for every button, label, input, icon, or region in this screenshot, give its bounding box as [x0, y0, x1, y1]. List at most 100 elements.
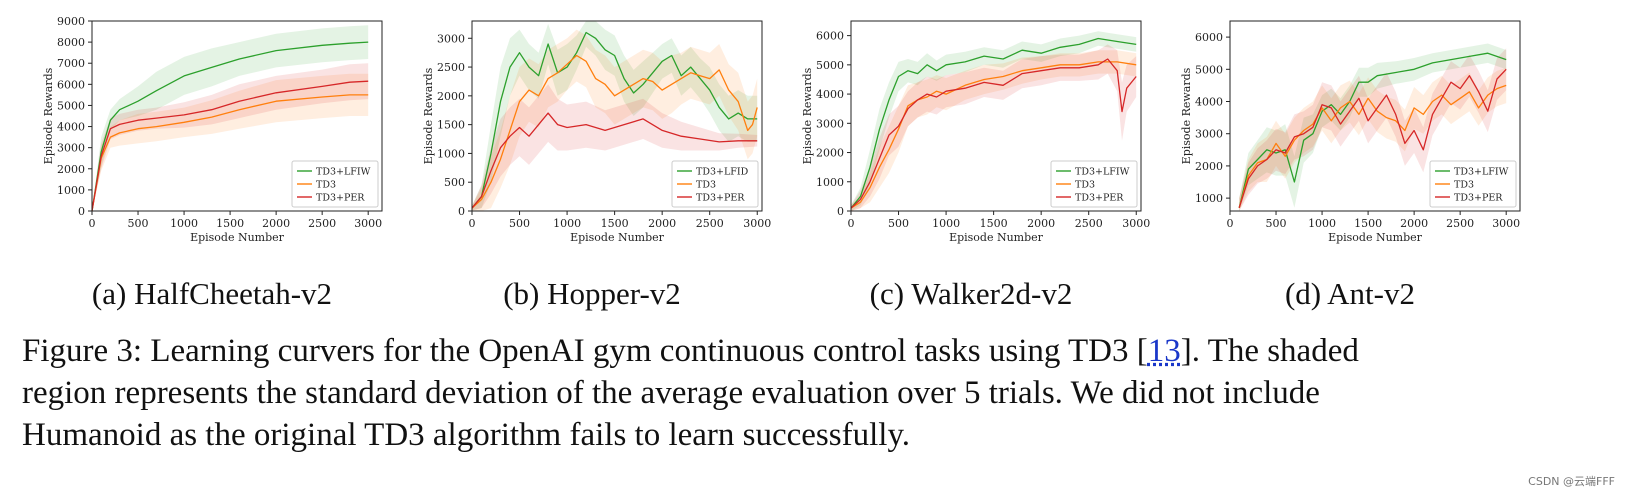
series-line-2	[471, 112, 758, 209]
y-tick-label: 2000	[57, 163, 85, 176]
chart-svg-ant: 0 500 1000 1500 2000 2500 3000 1000 2000 3000 4000…	[1180, 20, 1521, 244]
caption-line-1-pre: Figure 3: Learning curvers for the OpenA…	[22, 333, 1148, 369]
x-tick-label: 2000	[648, 217, 676, 230]
x-tick-label: 2500	[1075, 217, 1103, 230]
figure-caption: Figure 3: Learning curvers for the OpenA…	[22, 330, 1622, 456]
x-tick-label: 500	[509, 217, 530, 230]
std-band-2	[1239, 48, 1507, 212]
x-tick-label: 500	[128, 217, 149, 230]
x-tick-label: 1000	[553, 217, 581, 230]
y-tick-label: 9000	[57, 15, 85, 28]
x-tick-label: 1000	[1308, 217, 1336, 230]
chart-panel-walker2d: 0 500 1000 1500 2000 2500 3000 0 1000 2000 3000 400…	[771, 6, 1171, 316]
legend-box	[671, 160, 759, 208]
legend-label: TD3+PER	[316, 193, 365, 204]
x-tick-label: 3000	[354, 217, 382, 230]
caption-line-1: Figure 3: Learning curvers for the OpenA…	[22, 330, 1622, 372]
caption-line-1-post: ]. The shaded	[1180, 333, 1359, 369]
legend-label: TD3	[1075, 180, 1095, 191]
series-line-2	[91, 80, 369, 212]
x-tick-label: 0	[89, 217, 96, 230]
series-line-1	[850, 61, 1137, 209]
x-axis-label: Episode Number	[570, 231, 665, 244]
x-tick-label: 1000	[170, 217, 198, 230]
y-tick-label: 1000	[57, 184, 85, 197]
y-tick-label: 8000	[57, 36, 85, 49]
y-tick-label: 3000	[816, 117, 844, 130]
y-tick-label: 6000	[57, 78, 85, 91]
std-band-0	[1239, 43, 1507, 211]
x-tick-label: 500	[1266, 217, 1287, 230]
chart-svg-halfcheetah: 0 500 1000 1500 2000 2500 3000 0 1000 2000 3000 400…	[42, 15, 383, 244]
x-tick-label: 0	[848, 217, 855, 230]
y-axis-label: Episode Rewards	[42, 67, 55, 164]
x-tick-label: 1500	[216, 217, 244, 230]
x-tick-label: 1500	[601, 217, 629, 230]
std-band-2	[92, 63, 369, 212]
y-tick-label: 3000	[1195, 128, 1223, 141]
subcaption-hopper: (b) Hopper-v2	[503, 276, 681, 311]
x-tick-label: 1000	[932, 217, 960, 230]
std-band-1	[472, 29, 758, 211]
y-axis-label: Episode Rewards	[801, 67, 814, 164]
y-tick-label: 3000	[57, 142, 85, 155]
y-tick-label: 2000	[1195, 160, 1223, 173]
watermark: CSDN @云端FFF	[1528, 475, 1615, 488]
x-tick-label: 2000	[1400, 217, 1428, 230]
caption-line-3: Humanoid as the original TD3 algorithm f…	[22, 417, 911, 453]
series-line-0	[91, 41, 369, 212]
legend-label: TD3+PER	[1454, 193, 1503, 204]
legend-box	[291, 160, 379, 208]
x-axis-label: Episode Number	[190, 231, 285, 244]
y-tick-label: 2000	[816, 147, 844, 160]
y-tick-label: 1000	[1195, 192, 1223, 205]
subcaption-walker2d: (c) Walker2d-v2	[869, 276, 1073, 311]
chart-svg-walker2d: 0 500 1000 1500 2000 2500 3000 0 1000 2000 3000 400…	[801, 20, 1150, 244]
y-tick-label: 2000	[437, 90, 465, 103]
series-line-1	[91, 94, 369, 212]
x-tick-label: 500	[888, 217, 909, 230]
chart-panel-halfcheetah: 0 500 1000 1500 2000 2500 3000 0 1000 2000 3000 400…	[12, 6, 412, 316]
legend-label: TD3	[1454, 180, 1474, 191]
series-line-2	[850, 58, 1137, 209]
legend-label: TD3	[696, 180, 716, 191]
y-tick-label: 1000	[816, 176, 844, 189]
y-tick-label: 6000	[1195, 31, 1223, 44]
std-band-0	[92, 25, 369, 212]
citation-link[interactable]: 13	[1147, 333, 1181, 369]
legend-label: TD3+PER	[696, 193, 745, 204]
series-line-1	[471, 54, 758, 209]
x-tick-label: 2500	[696, 217, 724, 230]
y-tick-label: 4000	[816, 88, 844, 101]
x-tick-label: 0	[1227, 217, 1234, 230]
y-tick-label: 5000	[816, 59, 844, 72]
legend-box	[1050, 160, 1138, 208]
x-tick-label: 2000	[262, 217, 290, 230]
x-tick-label: 3000	[1492, 217, 1520, 230]
y-tick-label: 4000	[57, 121, 85, 134]
x-axis-label: Episode Number	[1328, 231, 1423, 244]
x-tick-label: 1500	[980, 217, 1008, 230]
plot-frame	[850, 20, 1142, 212]
legend-label: TD3+LFIW	[316, 167, 371, 178]
y-tick-label: 1000	[437, 147, 465, 160]
legend-box	[1429, 160, 1517, 208]
std-band-1	[92, 73, 369, 211]
series-line-2	[1238, 68, 1507, 208]
subcaption-ant: (d) Ant-v2	[1284, 276, 1415, 311]
y-tick-label: 5000	[57, 99, 85, 112]
x-tick-label: 1500	[1354, 217, 1382, 230]
y-tick-label: 5000	[1195, 63, 1223, 76]
std-band-0	[472, 21, 758, 211]
x-tick-label: 2000	[1027, 217, 1055, 230]
x-tick-label: 0	[469, 217, 476, 230]
y-tick-label: 4000	[1195, 96, 1223, 109]
chart-svg-hopper: 0 500 1000 1500 2000 2500 3000 0 500 1000 1500 2000…	[422, 20, 771, 244]
std-band-1	[851, 50, 1137, 212]
y-tick-label: 0	[78, 205, 85, 218]
legend-label: TD3	[316, 180, 336, 191]
legend-label: TD3+PER	[1075, 193, 1124, 204]
y-axis-label: Episode Rewards	[1180, 67, 1193, 164]
y-tick-label: 6000	[816, 30, 844, 43]
x-axis-label: Episode Number	[949, 231, 1044, 244]
